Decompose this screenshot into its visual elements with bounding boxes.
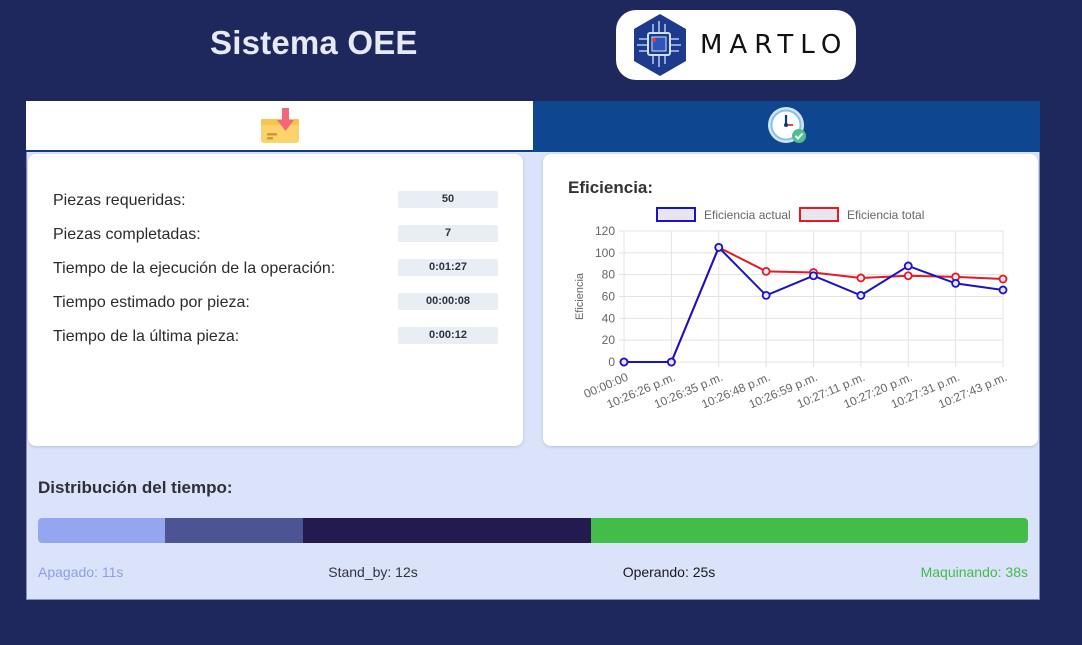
- time-distribution-bar: [38, 518, 1028, 543]
- stat-row: Tiempo estimado por pieza: 00:00:08: [53, 293, 498, 314]
- stat-label: Tiempo de la ejecución de la operación:: [53, 260, 336, 277]
- stat-row: Piezas completadas: 7: [53, 225, 498, 246]
- stat-label: Tiempo estimado por pieza:: [53, 294, 250, 311]
- data-point: [998, 274, 1008, 284]
- logo: MARTLO: [616, 10, 856, 80]
- legend-label: Eficiencia total: [847, 208, 924, 222]
- data-point: [714, 242, 724, 252]
- stat-value: 00:00:08: [398, 293, 498, 310]
- stat-row: Tiempo de la ejecución de la operación: …: [53, 259, 498, 280]
- distribution-segment: [38, 518, 165, 543]
- app-title: Sistema OEE: [210, 24, 418, 61]
- tab-production[interactable]: [26, 101, 533, 152]
- data-point: [856, 273, 866, 283]
- logo-text: MARTLO: [700, 30, 849, 60]
- data-point: [619, 357, 629, 367]
- distribution-segment: [590, 518, 1028, 543]
- stat-label: Tiempo de la última pieza:: [53, 328, 240, 345]
- data-point: [809, 271, 818, 281]
- distribution-label: Operando: 25s: [622, 564, 716, 580]
- data-point: [856, 291, 866, 300]
- data-point: [903, 261, 913, 271]
- y-tick-label: 40: [602, 311, 616, 325]
- data-point: [761, 291, 771, 300]
- distribution-label: Apagado: 11s: [38, 564, 124, 580]
- package-download-icon: [261, 108, 299, 143]
- y-tick-label: 0: [608, 355, 615, 369]
- distribution-label: Stand_by: 12s: [328, 564, 418, 580]
- tab-efficiency[interactable]: [533, 101, 1040, 152]
- y-tick-label: 60: [602, 290, 616, 304]
- distribution-segment: [302, 518, 591, 543]
- y-axis-label: Eficiencia: [574, 272, 586, 320]
- data-point: [903, 271, 913, 281]
- y-tick-label: 20: [602, 333, 616, 347]
- legend-swatch: [656, 207, 696, 222]
- production-stats-card: Piezas requeridas: 50 Piezas completadas…: [28, 154, 523, 446]
- stat-label: Piezas requeridas:: [53, 192, 186, 209]
- distribution-segment: [164, 518, 303, 543]
- data-point: [998, 285, 1008, 295]
- efficiency-card: Eficiencia: 0 20 40 60 80 100 120 00:00:00 10:26…: [543, 154, 1038, 446]
- stat-value: 0:01:27: [398, 259, 498, 276]
- data-point: [951, 278, 961, 288]
- stat-row: Tiempo de la última pieza: 0:00:12: [53, 327, 498, 348]
- distribution-label: Maquinando: 38s: [920, 564, 1028, 580]
- data-point: [761, 266, 771, 276]
- efficiency-title: Eficiencia:: [568, 178, 654, 197]
- stat-label: Piezas completadas:: [53, 226, 201, 243]
- y-tick-label: 120: [595, 224, 615, 238]
- data-point: [666, 357, 676, 367]
- legend-label: Eficiencia actual: [704, 208, 791, 222]
- legend-swatch: [799, 207, 839, 222]
- stat-value: 7: [398, 225, 498, 242]
- distribution-title: Distribución del tiempo:: [38, 478, 233, 497]
- stat-value: 0:00:12: [398, 327, 498, 344]
- stat-value: 50: [398, 191, 498, 208]
- y-tick-label: 100: [595, 246, 615, 260]
- clock-check-icon: [768, 107, 806, 143]
- y-tick-label: 80: [602, 268, 616, 282]
- stat-row: Piezas requeridas: 50: [53, 191, 498, 212]
- chip-logo-icon: [634, 14, 686, 76]
